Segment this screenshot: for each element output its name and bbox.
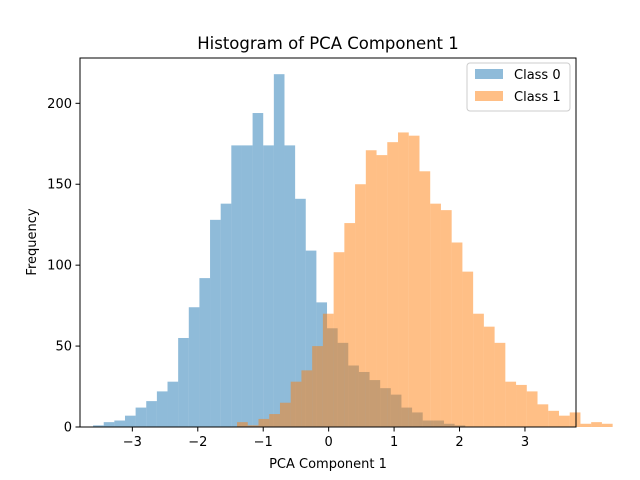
- bar-class-1-bin-21: [462, 271, 474, 427]
- bar-class-0-bin-19: [295, 198, 306, 427]
- legend-swatch-class-0: [475, 69, 503, 79]
- bar-class-0-bin-0: [93, 425, 104, 427]
- y-tick-label: 150: [47, 178, 72, 193]
- bar-class-1-bin-8: [322, 313, 334, 427]
- bar-class-0-bin-1: [103, 422, 115, 427]
- bar-class-1-bin-30: [558, 415, 570, 427]
- bar-class-0-bin-5: [146, 401, 157, 427]
- x-tick-label: −1: [254, 435, 273, 450]
- bar-class-1-bin-11: [355, 184, 366, 427]
- bar-class-1-bin-7: [312, 346, 323, 427]
- bar-class-1-bin-13: [376, 155, 388, 428]
- y-tick-label: 0: [64, 421, 72, 436]
- bar-class-1-bin-1: [247, 425, 259, 427]
- legend-label-class-1: Class 1: [514, 90, 561, 105]
- bar-class-1-bin-22: [473, 313, 484, 427]
- bar-class-1-bin-9: [333, 252, 345, 427]
- bar-class-1-bin-19: [440, 210, 452, 427]
- bar-class-1-bin-23: [483, 326, 495, 427]
- bar-class-1-bin-14: [387, 142, 399, 427]
- y-axis-ticks: 0 50 100 150 200: [47, 97, 80, 436]
- bar-class-1-bin-27: [526, 391, 538, 427]
- bar-class-0-bin-10: [199, 278, 211, 427]
- bar-class-1-bin-0: [237, 422, 248, 427]
- y-tick-label: 200: [47, 97, 72, 112]
- x-tick-label: 0: [325, 435, 333, 450]
- x-tick-label: 1: [390, 435, 398, 450]
- chart-title: Histogram of PCA Component 1: [197, 34, 459, 53]
- bar-class-1-bin-5: [290, 381, 302, 427]
- legend-swatch-class-1: [475, 91, 503, 101]
- x-axis-ticks: −3 −2 −1 0 1 2 3: [123, 427, 529, 450]
- bar-class-0-bin-16: [263, 145, 274, 427]
- y-tick-label: 50: [55, 340, 72, 355]
- bar-class-0-bin-4: [135, 407, 147, 427]
- x-tick-label: 3: [521, 435, 529, 450]
- bar-class-0-bin-7: [167, 381, 179, 427]
- bar-class-0-bin-3: [124, 415, 136, 427]
- bar-class-1-bin-33: [591, 422, 602, 427]
- x-axis-label: PCA Component 1: [269, 457, 387, 472]
- bar-class-0-bin-12: [220, 203, 232, 427]
- bar-class-0-bin-13: [231, 145, 242, 427]
- bar-class-0-bin-6: [156, 391, 168, 427]
- bar-class-1-bin-3: [269, 414, 280, 427]
- bar-class-1-bin-2: [258, 418, 270, 427]
- bar-class-0-bin-11: [210, 219, 221, 427]
- bar-class-1-bin-28: [537, 404, 549, 427]
- bar-class-1-bin-16: [408, 135, 420, 427]
- bar-class-1-bin-20: [451, 242, 463, 427]
- x-tick-label: −3: [123, 435, 142, 450]
- y-axis-label: Frequency: [25, 208, 40, 275]
- bar-class-1-bin-24: [494, 342, 506, 427]
- x-tick-label: −2: [188, 435, 207, 450]
- legend: Class 0 Class 1: [466, 62, 571, 112]
- bar-class-1-bin-17: [419, 171, 431, 427]
- bar-class-0-bin-8: [178, 337, 189, 427]
- bar-class-0-bin-20: [305, 250, 317, 427]
- bar-class-1-bin-4: [279, 402, 291, 427]
- bar-class-1-bin-10: [344, 223, 356, 427]
- bar-class-1-bin-12: [365, 150, 377, 427]
- bar-class-1-bin-29: [548, 410, 559, 427]
- bar-class-1-bin-32: [580, 423, 592, 427]
- bar-class-1-bin-15: [398, 132, 409, 427]
- bar-class-0-bin-17: [273, 74, 285, 428]
- bar-class-0-bin-9: [188, 307, 200, 427]
- plot-frame: [79, 57, 577, 428]
- y-tick-label: 100: [47, 259, 72, 274]
- bar-class-1-bin-31: [569, 412, 581, 427]
- bar-class-1-bin-18: [430, 203, 441, 427]
- bar-class-1-bin-25: [505, 381, 517, 427]
- bar-class-1-bin-6: [301, 370, 313, 427]
- bar-class-0-bin-15: [252, 113, 264, 427]
- legend-label-class-0: Class 0: [514, 68, 561, 83]
- series-class-1: [237, 132, 613, 428]
- bar-class-1-bin-34: [601, 423, 613, 427]
- bar-class-0-bin-2: [114, 420, 125, 427]
- x-tick-label: 2: [455, 435, 463, 450]
- bar-class-1-bin-26: [516, 384, 527, 427]
- bar-class-0-bin-14: [241, 145, 253, 427]
- bar-class-0-bin-18: [284, 145, 296, 427]
- histogram-bars: [93, 74, 613, 428]
